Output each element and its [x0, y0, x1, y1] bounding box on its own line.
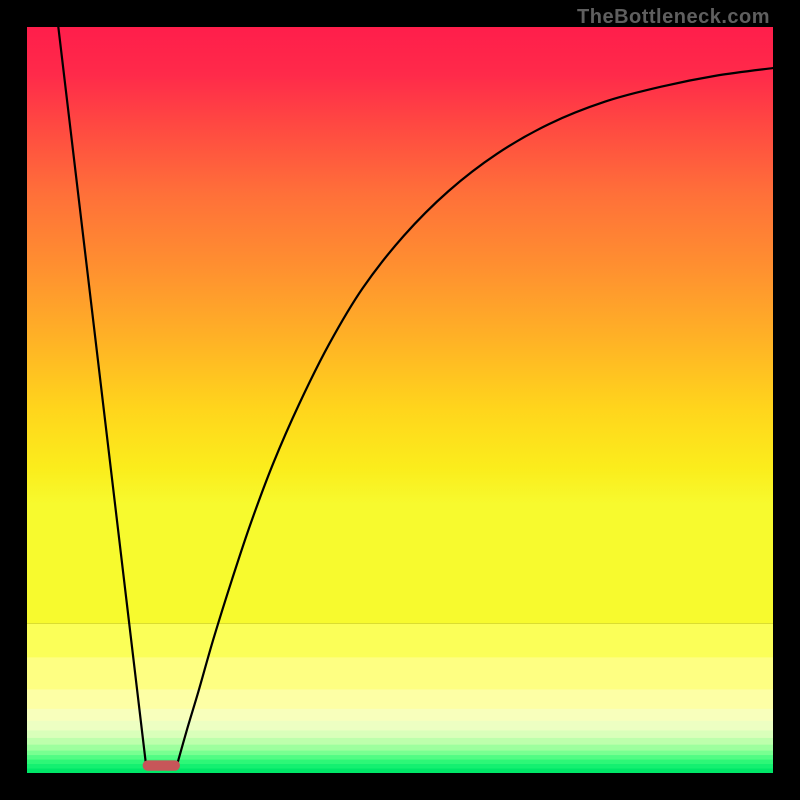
optimal-marker-pill: [143, 760, 180, 770]
plot-area: [27, 27, 773, 773]
watermark-text: TheBottleneck.com: [577, 6, 770, 29]
bottleneck-chart: TheBottleneck.com: [0, 0, 800, 800]
background-gradient: [27, 27, 773, 624]
